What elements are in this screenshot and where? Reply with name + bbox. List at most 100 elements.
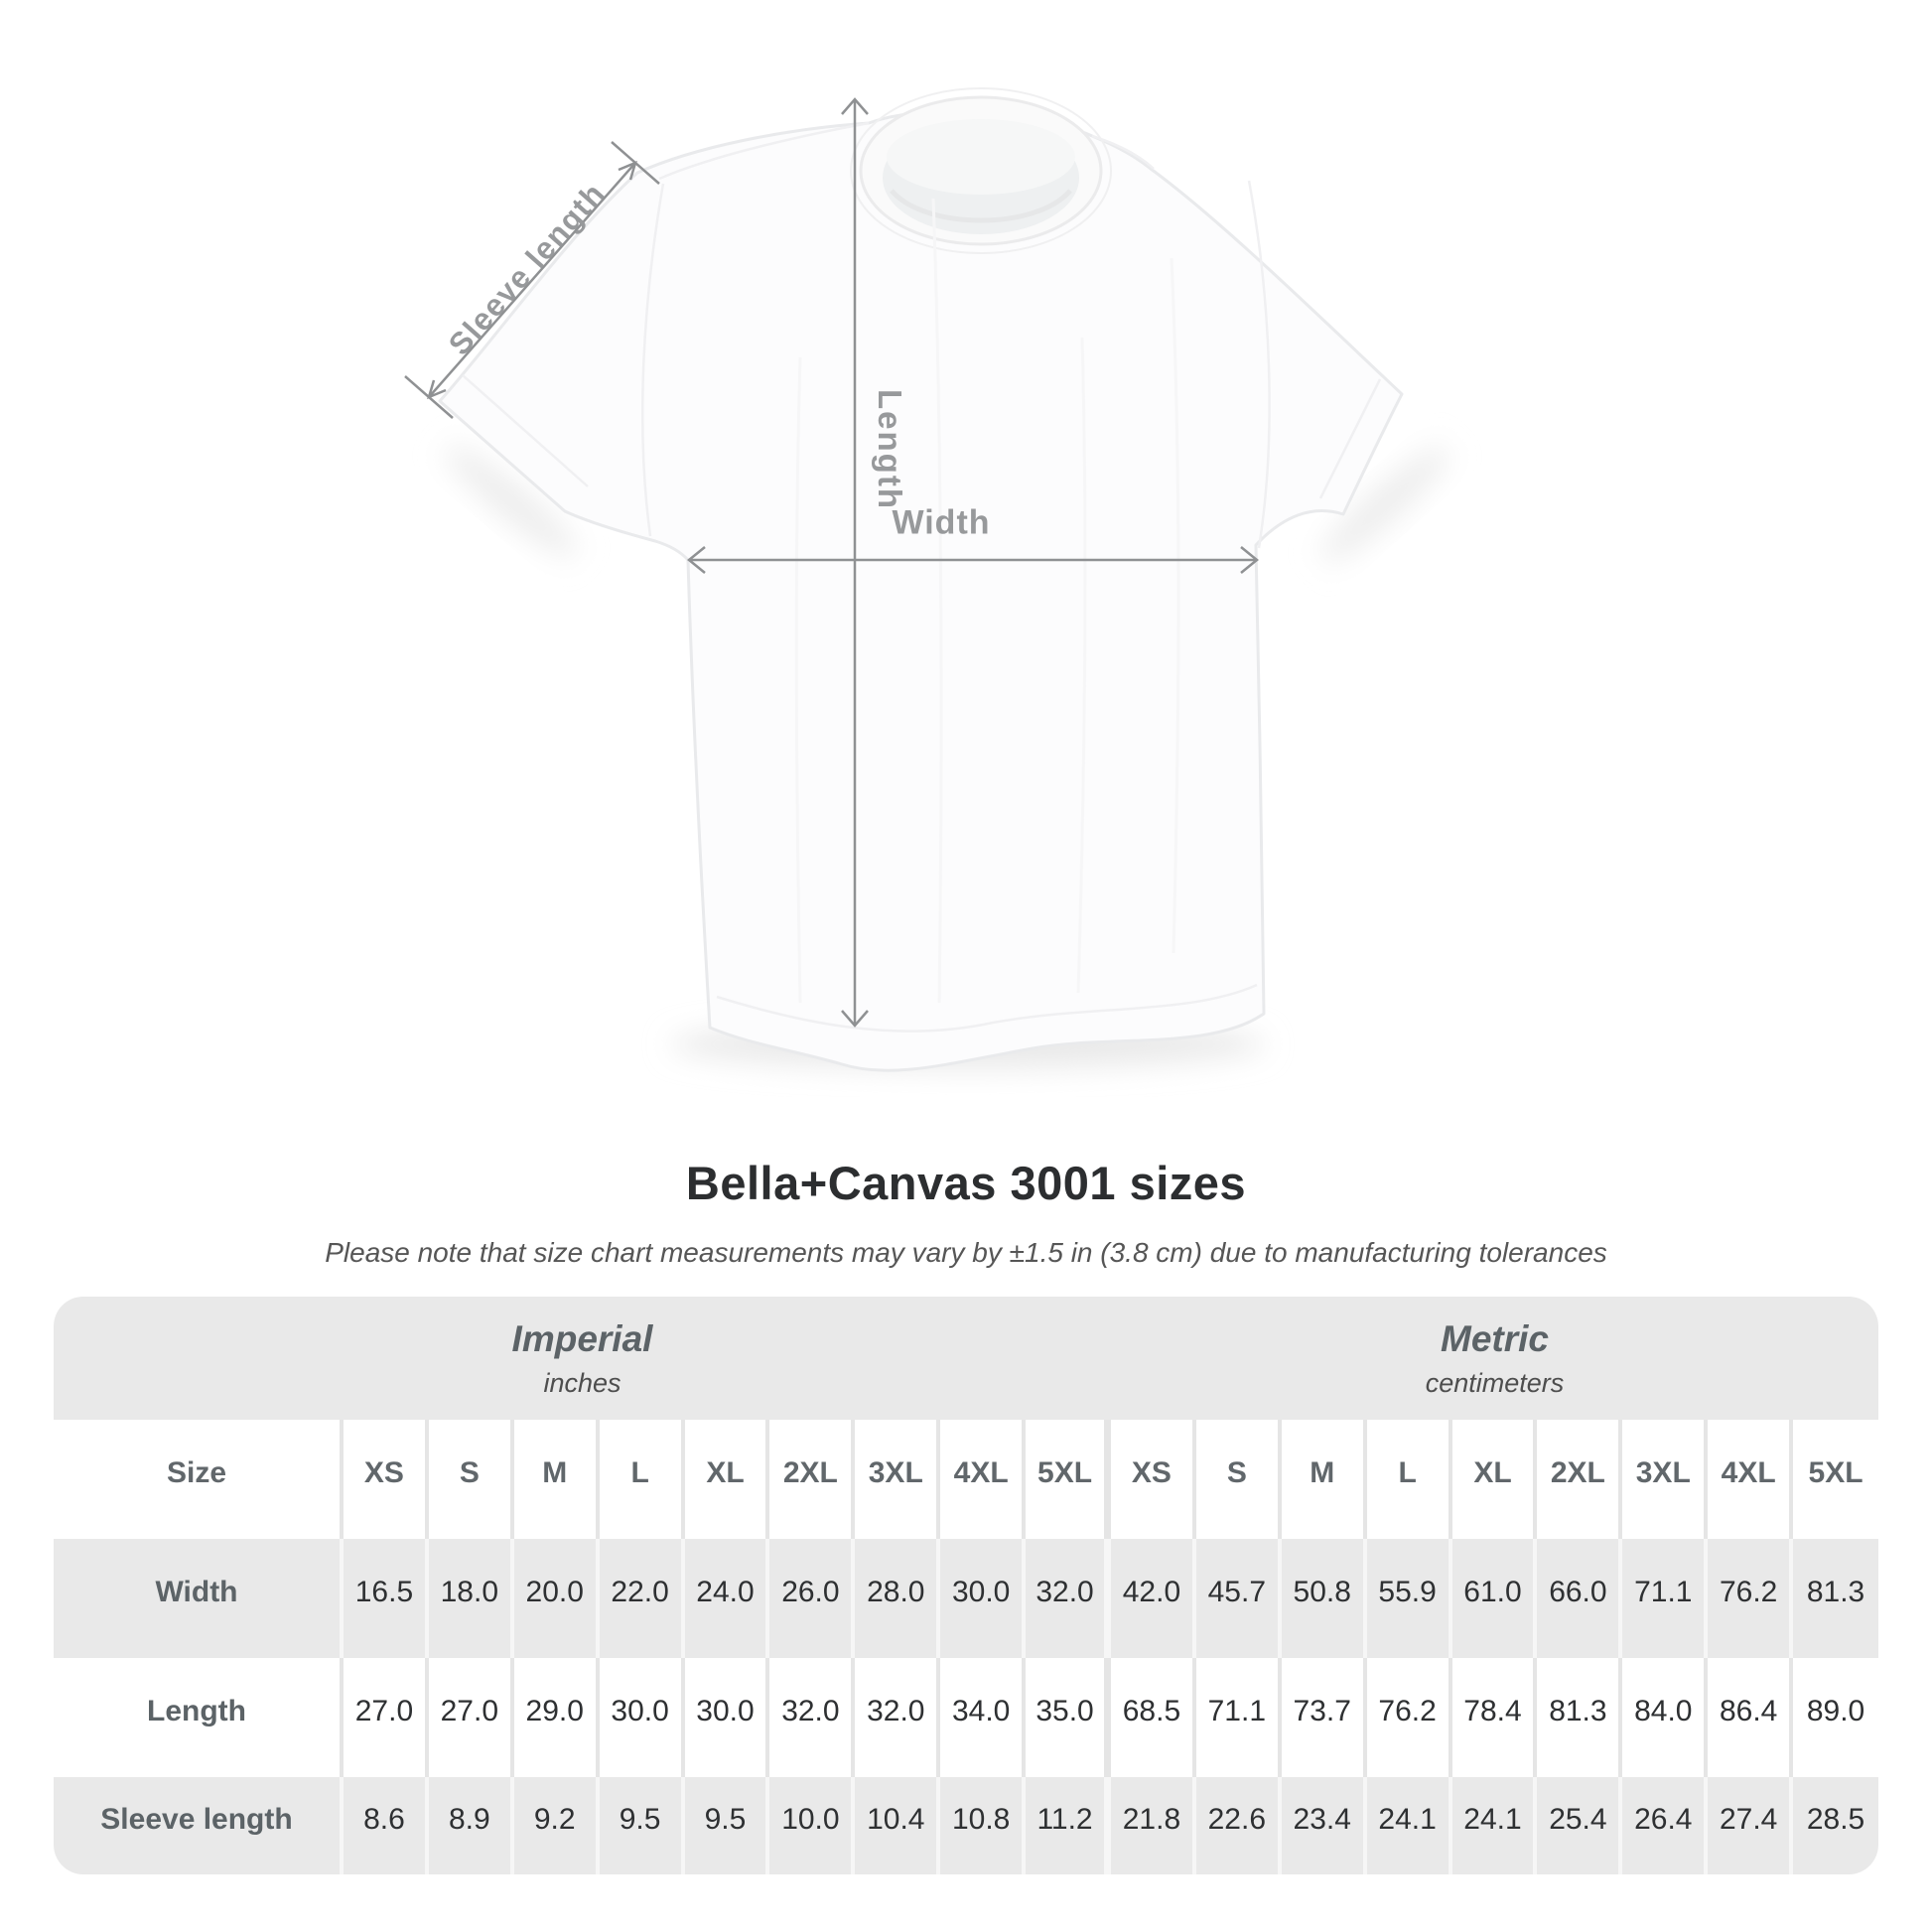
imperial-label: Imperial: [511, 1317, 653, 1359]
unit-header-row: Imperial inches Metric centimeters: [54, 1297, 1878, 1420]
value-cell: 11.2: [1026, 1777, 1111, 1874]
size-header: S: [428, 1420, 514, 1539]
value-cell: 68.5: [1110, 1658, 1196, 1777]
neck-inner-shadow: [890, 189, 1072, 223]
value-cell: 81.3: [1537, 1658, 1623, 1777]
value-cell: 32.0: [769, 1658, 856, 1777]
value-cell: 81.3: [1793, 1539, 1878, 1658]
value-cell: 89.0: [1793, 1658, 1878, 1777]
row-label: Length: [54, 1658, 344, 1777]
metric-unit: centimeters: [1425, 1367, 1565, 1398]
value-cell: 26.4: [1622, 1777, 1709, 1874]
value-cell: 76.2: [1708, 1539, 1794, 1658]
size-header: XL: [684, 1420, 770, 1539]
table-row-length: Length 27.0 27.0 29.0 30.0 30.0 32.0 32.…: [54, 1658, 1878, 1777]
value-cell: 22.6: [1195, 1777, 1282, 1874]
value-cell: 9.2: [513, 1777, 600, 1874]
metric-section-header: Metric centimeters: [1111, 1297, 1878, 1420]
fabric-wrinkles: [794, 198, 1180, 1004]
value-cell: 45.7: [1195, 1539, 1282, 1658]
page-title: Bella+Canvas 3001 sizes: [685, 1157, 1247, 1209]
size-header: L: [599, 1420, 685, 1539]
row-label: Width: [54, 1539, 344, 1658]
value-cell: 78.4: [1451, 1658, 1538, 1777]
size-header: 3XL: [855, 1420, 941, 1539]
value-cell: 71.1: [1195, 1658, 1282, 1777]
value-cell: 10.0: [769, 1777, 856, 1874]
value-cell: 66.0: [1537, 1539, 1623, 1658]
size-header: XS: [1110, 1420, 1196, 1539]
back-collar: [887, 119, 1075, 195]
value-cell: 30.0: [684, 1658, 770, 1777]
value-cell: 32.0: [855, 1658, 941, 1777]
value-cell: 86.4: [1708, 1658, 1794, 1777]
value-cell: 22.0: [599, 1539, 685, 1658]
size-header: 3XL: [1622, 1420, 1709, 1539]
value-cell: 28.5: [1793, 1777, 1878, 1874]
value-cell: 71.1: [1622, 1539, 1709, 1658]
value-cell: 55.9: [1366, 1539, 1452, 1658]
size-header: 2XL: [1537, 1420, 1623, 1539]
value-cell: 30.0: [599, 1658, 685, 1777]
tshirt-size-diagram: Sleeve length Length Width: [404, 87, 1449, 1072]
sleeve-length-arrow: [404, 141, 660, 419]
value-cell: 26.0: [769, 1539, 856, 1658]
size-header-row: Size XS S M L XL 2XL 3XL 4XL 5XL XS S M …: [54, 1420, 1878, 1539]
value-cell: 24.0: [684, 1539, 770, 1658]
tshirt-body: [438, 109, 1404, 1072]
value-cell: 28.0: [855, 1539, 941, 1658]
size-header: M: [513, 1420, 600, 1539]
size-header: 4XL: [1708, 1420, 1794, 1539]
value-cell: 9.5: [599, 1777, 685, 1874]
metric-label: Metric: [1441, 1317, 1549, 1359]
value-cell: 84.0: [1622, 1658, 1709, 1777]
size-header: 5XL: [1793, 1420, 1878, 1539]
tshirt-graphic: [438, 87, 1449, 1072]
value-cell: 27.4: [1708, 1777, 1794, 1874]
value-cell: 16.5: [344, 1539, 429, 1658]
value-cell: 24.1: [1451, 1777, 1538, 1874]
value-cell: 10.4: [855, 1777, 941, 1874]
value-cell: 61.0: [1451, 1539, 1538, 1658]
length-label: Length: [872, 389, 908, 510]
value-cell: 10.8: [940, 1777, 1027, 1874]
value-cell: 27.0: [428, 1658, 514, 1777]
size-header: L: [1366, 1420, 1452, 1539]
value-cell: 8.9: [428, 1777, 514, 1874]
page-subtitle: Please note that size chart measurements…: [325, 1237, 1607, 1268]
row-label: Sleeve length: [54, 1777, 344, 1874]
value-cell: 20.0: [513, 1539, 600, 1658]
value-cell: 18.0: [428, 1539, 514, 1658]
value-cell: 50.8: [1281, 1539, 1367, 1658]
width-arrow: [687, 546, 1259, 574]
value-cell: 9.5: [684, 1777, 770, 1874]
size-table: Imperial inches Metric centimeters Size …: [54, 1297, 1878, 1874]
size-header: XS: [344, 1420, 429, 1539]
value-cell: 30.0: [940, 1539, 1027, 1658]
value-cell: 25.4: [1537, 1777, 1623, 1874]
value-cell: 27.0: [344, 1658, 429, 1777]
imperial-section-header: Imperial inches: [54, 1297, 1111, 1420]
size-column-header: Size: [54, 1420, 344, 1539]
size-header: XL: [1451, 1420, 1538, 1539]
tshirt-illustration: [404, 87, 1449, 1072]
value-cell: 73.7: [1281, 1658, 1367, 1777]
table-row-sleeve-length: Sleeve length 8.6 8.9 9.2 9.5 9.5 10.0 1…: [54, 1777, 1878, 1874]
value-cell: 76.2: [1366, 1658, 1452, 1777]
garment-seams: [462, 121, 1382, 1033]
size-header: 5XL: [1026, 1420, 1111, 1539]
size-header: 4XL: [940, 1420, 1027, 1539]
value-cell: 32.0: [1026, 1539, 1111, 1658]
value-cell: 34.0: [940, 1658, 1027, 1777]
imperial-unit: inches: [543, 1367, 621, 1398]
value-cell: 42.0: [1110, 1539, 1196, 1658]
size-header: M: [1281, 1420, 1367, 1539]
size-header: S: [1195, 1420, 1282, 1539]
size-header: 2XL: [769, 1420, 856, 1539]
collar-seam: [850, 87, 1112, 254]
length-arrow: [841, 97, 869, 1028]
value-cell: 29.0: [513, 1658, 600, 1777]
value-cell: 23.4: [1281, 1777, 1367, 1874]
value-cell: 35.0: [1026, 1658, 1111, 1777]
width-label: Width: [892, 503, 991, 542]
